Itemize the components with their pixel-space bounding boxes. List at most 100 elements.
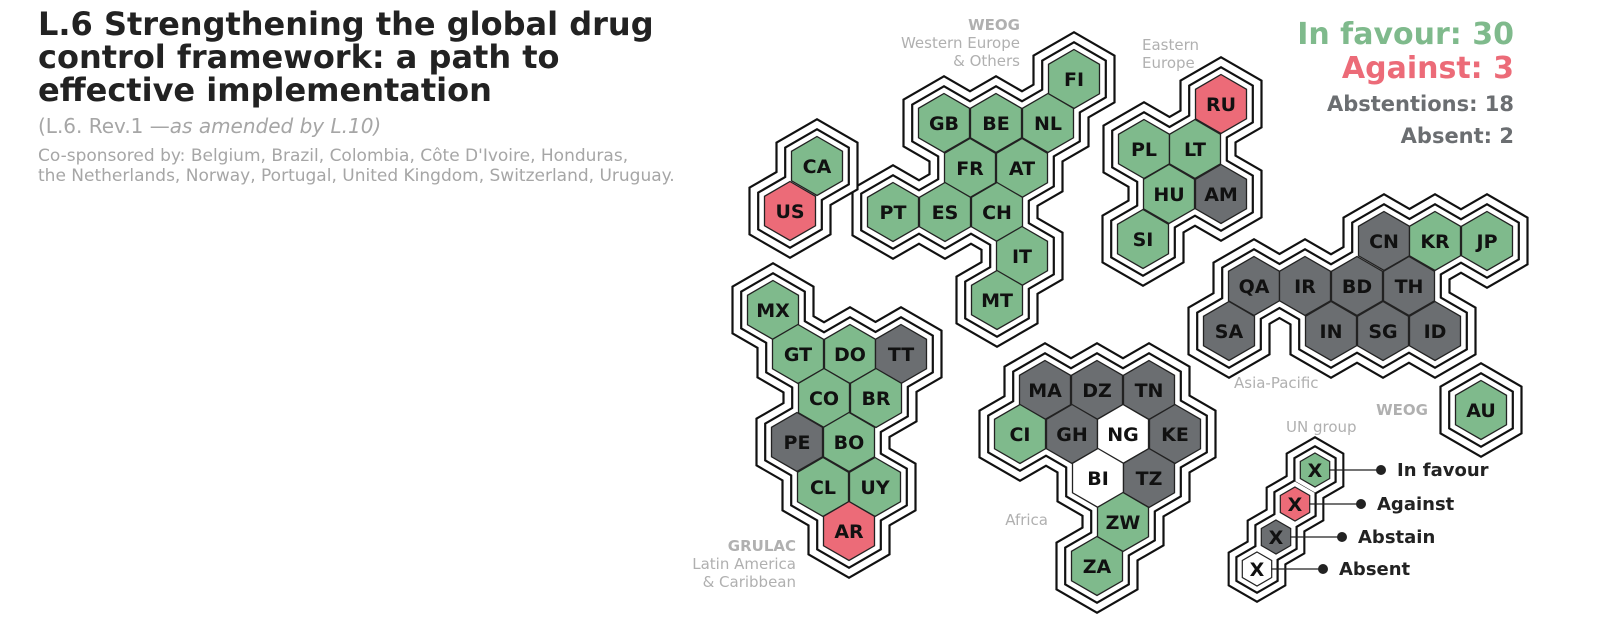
country-hex-kr: KR [1408,210,1462,272]
hex-fill [1454,379,1508,441]
group-subtitle: Europe [1142,54,1195,72]
tally-abstentions: Abstentions: 18 [1326,92,1514,116]
hex-fill [763,180,817,242]
country-hex-do: DO [823,323,877,385]
country-hex-ru: RU [1194,73,1248,135]
group-subtitle: UN group [1286,418,1357,436]
country-hex-uy: UY [848,456,902,518]
legend-item-against: X Against [1279,486,1455,522]
country-code: NL [1034,113,1062,135]
hex-fill [790,135,844,197]
hex-fill [1460,210,1514,272]
country-code: TT [888,344,914,366]
legend-label: Absent [1339,559,1411,580]
country-code: GB [929,113,959,135]
legend-label: In favour [1397,460,1489,481]
tally-absent: Absent: 2 [1400,124,1514,148]
country-code: FR [956,158,984,180]
country-hex-au: AU [1454,379,1508,441]
legend-placeholder: X [1250,559,1265,581]
group-name: WEOG [1376,401,1428,419]
hex-fill [1021,92,1075,154]
hex-fill [918,181,972,243]
country-hex-ir: IR [1278,255,1332,317]
chart-title: L.6 Strengthening the global drug contro… [38,8,738,107]
country-code: DZ [1082,380,1112,402]
country-hex-be: BE [969,92,1023,154]
country-code: GT [784,344,812,366]
hex-fill [970,269,1024,331]
country-hex-gb: GB [917,92,971,154]
hex-fill [1142,163,1196,225]
country-code: ZA [1083,556,1112,578]
country-hex-id: ID [1408,300,1462,362]
group-subtitle: Africa [1005,511,1048,529]
legend-dot [1337,532,1347,542]
country-hex-bo: BO [822,411,876,473]
country-code: ES [932,202,959,224]
hex-fill [849,367,903,429]
country-hex-lt: LT [1168,118,1222,180]
legend-swatch [1241,551,1273,587]
country-code: CI [1009,424,1030,446]
title-line: effective implementation [38,71,492,109]
hex-fill [1168,118,1222,180]
country-hex-pt: PT [866,181,920,243]
group-name: GRULAC [728,537,796,555]
country-code: BD [1342,276,1372,298]
country-code: ZW [1106,512,1141,534]
country-code: MT [981,290,1013,312]
country-code: AM [1204,184,1238,206]
legend-label: Against [1377,494,1455,515]
country-code: TZ [1136,468,1163,490]
country-code: BE [982,113,1009,135]
country-code: TN [1135,380,1164,402]
country-hex-si: SI [1116,208,1170,270]
hex-fill [822,500,876,562]
country-code: DO [834,344,866,366]
country-code: BI [1087,468,1109,490]
hex-fill [1202,300,1256,362]
country-code: CL [810,477,836,499]
country-hex-mx: MX [746,279,800,341]
group-label: UN group [1286,418,1357,436]
hex-fill [1278,255,1332,317]
legend-placeholder: X [1288,494,1303,516]
country-code: KR [1420,231,1450,253]
group-label: Asia-Pacific [1234,374,1319,392]
country-hex-es: ES [918,181,972,243]
country-hex-am: AM [1194,163,1248,225]
cosponsors-line: Co-sponsored by: Belgium, Brazil, Colomb… [38,146,629,166]
country-code: CH [982,202,1012,224]
country-code: SG [1368,321,1397,343]
country-code: NG [1107,424,1139,446]
hex-fill [866,181,920,243]
country-hex-in: IN [1304,300,1358,362]
country-code: SI [1133,229,1154,251]
legend-item-absent: X Absent [1241,551,1411,587]
legend-label: Abstain [1358,527,1435,548]
group-subtitle: Western Europe [901,34,1020,52]
hex-fill [1070,535,1124,597]
legend-dot [1318,564,1328,574]
country-code: PT [880,202,907,224]
country-code: CO [809,388,839,410]
country-hex-us: US [763,180,817,242]
country-code: UY [860,477,889,499]
hex-fill [1194,163,1248,225]
group-subtitle: & Caribbean [703,573,796,591]
group-label: WEOG [1376,401,1428,419]
hex-fill [1356,300,1410,362]
country-hex-ma: MA [1018,359,1072,421]
country-code: HU [1153,184,1184,206]
chart-subtitle: (L.6. Rev.1 —as amended by L.10) [38,114,381,138]
country-code: AR [834,521,864,543]
legend-swatch [1260,519,1292,555]
country-code: FI [1064,69,1084,91]
group-label: Africa [1005,511,1048,529]
country-hex-tz: TZ [1122,447,1176,509]
country-code: LT [1184,139,1206,161]
country-code: IR [1294,276,1316,298]
